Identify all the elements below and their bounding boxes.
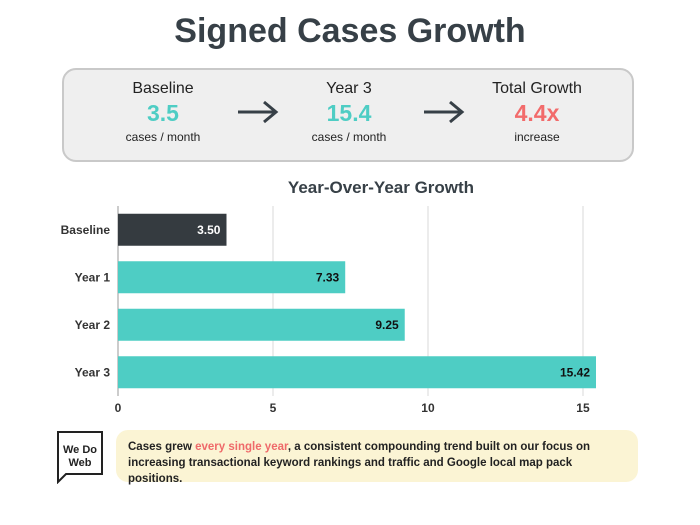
chart-title: Year-Over-Year Growth — [287, 178, 475, 197]
x-tick-label: 0 — [115, 401, 122, 415]
note-highlight: every single year — [195, 441, 288, 453]
year3-value: 15.4 — [326, 100, 372, 126]
baseline-stat: Baseline 3.5 cases / month — [88, 80, 238, 144]
bar — [118, 261, 346, 294]
arrow-right-icon — [424, 100, 465, 124]
logo-line2: Web — [68, 457, 91, 469]
bar — [118, 308, 405, 341]
summary-panel: Baseline 3.5 cases / month Year 3 15.4 c… — [62, 68, 634, 162]
data-label: 3.50 — [197, 223, 221, 237]
growth-value: 4.4x — [514, 100, 560, 126]
data-label: 9.25 — [375, 318, 399, 332]
growth-label: Total Growth — [492, 80, 582, 97]
year3-stat: Year 3 15.4 cases / month — [274, 80, 424, 144]
y-tick-label: Baseline — [61, 223, 111, 237]
note-text-before: Cases grew — [128, 441, 196, 453]
logo: We Do Web — [57, 431, 103, 484]
baseline-value: 3.5 — [147, 100, 179, 126]
y-tick-label: Year 1 — [75, 270, 111, 284]
x-tick-label: 10 — [421, 401, 435, 415]
year3-label: Year 3 — [326, 80, 372, 97]
data-label: 15.42 — [560, 365, 590, 379]
baseline-label: Baseline — [132, 80, 194, 97]
page-title: Signed Cases Growth — [174, 12, 526, 50]
growth-unit: increase — [514, 130, 560, 144]
baseline-unit: cases / month — [125, 130, 201, 144]
note-text-after: , a consistent compounding trend built o… — [128, 441, 591, 485]
logo-line1: We Do — [63, 444, 97, 456]
y-tick-label: Year 3 — [75, 365, 111, 379]
bar — [118, 356, 596, 389]
insight-note: Cases grew every single year, a consiste… — [116, 430, 638, 485]
growth-stat: Total Growth 4.4x increase — [462, 80, 612, 144]
y-tick-label: Year 2 — [75, 318, 111, 332]
year3-unit: cases / month — [311, 130, 387, 144]
bar — [118, 213, 227, 246]
x-tick-label: 5 — [270, 401, 277, 415]
arrow-right-icon — [238, 100, 279, 124]
x-tick-label: 15 — [576, 401, 590, 415]
bar-chart: 0 5 10 15 Baseline 3.50 Year 1 7.33 Year 2 9.25 Ye… — [61, 206, 596, 415]
data-label: 7.33 — [316, 270, 340, 284]
